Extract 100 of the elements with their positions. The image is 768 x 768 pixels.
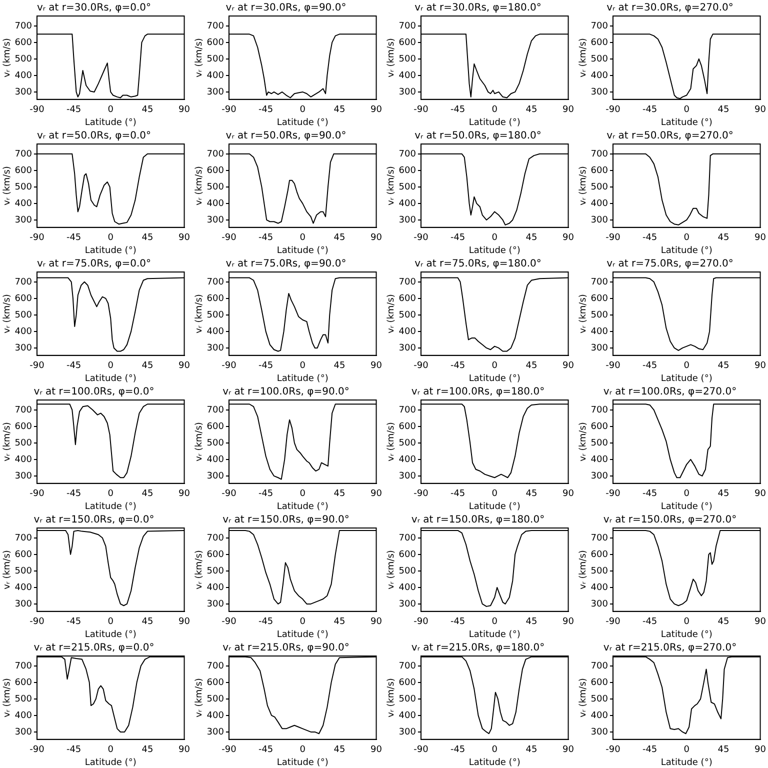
y-axis-title: vᵣ (km/s)	[2, 166, 13, 206]
y-axis-title: vᵣ (km/s)	[2, 550, 13, 590]
y-tick-label: 700	[590, 277, 608, 288]
y-tick-label: 300	[14, 599, 32, 610]
y-tick-label: 600	[206, 422, 224, 432]
y-tick-label: 300	[590, 471, 608, 482]
x-tick-label: 45	[142, 233, 154, 244]
chart-title: vᵣ at r=30.0Rs, φ=90.0°	[226, 2, 346, 14]
y-tick-label: 700	[398, 21, 416, 32]
y-tick-label: 400	[590, 198, 608, 209]
chart-title: vᵣ at r=100.0Rs, φ=270.0°	[603, 386, 737, 398]
y-axis-title: vᵣ (km/s)	[386, 678, 397, 718]
x-tick-label: -90	[222, 361, 237, 372]
y-tick-label: 300	[206, 727, 224, 738]
x-tick-label: -90	[30, 233, 45, 244]
x-tick-label: -45	[642, 617, 658, 628]
x-tick-label: -45	[66, 233, 82, 244]
y-tick-label: 400	[14, 326, 32, 337]
x-tick-label: -45	[258, 489, 274, 500]
y-tick-label: 600	[14, 550, 32, 560]
x-axis-title: Latitude (°)	[276, 374, 328, 384]
x-tick-label: -90	[606, 361, 621, 372]
y-tick-label: 300	[206, 215, 224, 226]
x-tick-label: -45	[450, 745, 466, 756]
x-axis-title: Latitude (°)	[660, 502, 712, 512]
y-tick-label: 400	[590, 70, 608, 81]
y-axis-title: vᵣ (km/s)	[578, 550, 589, 590]
x-tick-label: 0	[684, 617, 690, 628]
chart-title: vᵣ at r=50.0Rs, φ=90.0°	[226, 130, 346, 142]
x-tick-label: -90	[222, 745, 237, 756]
x-tick-label: -45	[642, 105, 658, 116]
x-tick-label: -45	[258, 233, 274, 244]
y-tick-label: 600	[14, 678, 32, 688]
y-tick-label: 300	[206, 87, 224, 98]
x-axis-title: Latitude (°)	[84, 374, 136, 384]
x-axis-title: Latitude (°)	[660, 246, 712, 256]
x-tick-label: -45	[450, 105, 466, 116]
y-tick-label: 300	[398, 87, 416, 98]
y-axis-title: vᵣ (km/s)	[386, 294, 397, 334]
y-axis-title: vᵣ (km/s)	[386, 38, 397, 78]
x-axis-title: Latitude (°)	[660, 118, 712, 128]
y-tick-label: 400	[14, 70, 32, 81]
x-axis-title: Latitude (°)	[468, 502, 520, 512]
y-tick-label: 400	[206, 710, 224, 721]
y-tick-label: 300	[398, 215, 416, 226]
chart-title: vᵣ at r=50.0Rs, φ=180.0°	[414, 130, 542, 142]
chart-title: vᵣ at r=75.0Rs, φ=0.0°	[36, 258, 152, 270]
y-tick-label: 500	[398, 694, 416, 704]
y-tick-label: 500	[590, 694, 608, 704]
y-tick-label: 700	[590, 661, 608, 672]
x-tick-label: 45	[142, 489, 154, 500]
x-tick-label: 45	[334, 361, 346, 372]
y-tick-label: 300	[14, 471, 32, 482]
y-tick-label: 300	[206, 471, 224, 482]
y-tick-label: 700	[14, 405, 32, 416]
y-tick-label: 700	[398, 277, 416, 288]
x-tick-label: -90	[606, 617, 621, 628]
x-tick-label: 90	[754, 617, 766, 628]
y-tick-label: 400	[206, 70, 224, 81]
y-tick-label: 600	[398, 166, 416, 176]
y-tick-label: 500	[206, 438, 224, 448]
chart-title: vᵣ at r=75.0Rs, φ=270.0°	[606, 258, 734, 270]
x-tick-label: 45	[142, 361, 154, 372]
chart-title: vᵣ at r=100.0Rs, φ=90.0°	[222, 386, 350, 398]
x-axis-title: Latitude (°)	[660, 758, 712, 768]
x-tick-label: 90	[370, 361, 382, 372]
x-tick-label: -90	[606, 105, 621, 116]
y-axis-title: vᵣ (km/s)	[386, 550, 397, 590]
y-tick-label: 300	[14, 87, 32, 98]
chart-title: vᵣ at r=150.0Rs, φ=270.0°	[603, 514, 737, 526]
x-axis-title: Latitude (°)	[84, 758, 136, 768]
x-tick-label: -90	[414, 233, 429, 244]
x-tick-label: 45	[526, 745, 538, 756]
x-tick-label: -45	[258, 617, 274, 628]
chart-title: vᵣ at r=50.0Rs, φ=270.0°	[606, 130, 734, 142]
x-tick-label: -90	[30, 617, 45, 628]
y-tick-label: 300	[590, 599, 608, 610]
y-tick-label: 600	[590, 678, 608, 688]
y-tick-label: 400	[14, 582, 32, 593]
y-tick-label: 300	[14, 215, 32, 226]
x-tick-label: 90	[178, 745, 190, 756]
y-axis-title: vᵣ (km/s)	[578, 166, 589, 206]
x-tick-label: 0	[108, 105, 114, 116]
y-tick-label: 700	[398, 533, 416, 544]
x-tick-label: 90	[178, 361, 190, 372]
x-tick-label: 45	[526, 489, 538, 500]
y-tick-label: 700	[206, 405, 224, 416]
y-tick-label: 400	[398, 454, 416, 465]
y-tick-label: 700	[14, 533, 32, 544]
y-tick-label: 600	[206, 678, 224, 688]
x-tick-label: -90	[222, 105, 237, 116]
x-tick-label: -90	[30, 361, 45, 372]
y-tick-label: 600	[14, 38, 32, 48]
y-axis-title: vᵣ (km/s)	[578, 294, 589, 334]
x-axis-title: Latitude (°)	[276, 246, 328, 256]
x-tick-label: -90	[222, 233, 237, 244]
y-tick-label: 300	[398, 471, 416, 482]
y-tick-label: 600	[14, 294, 32, 304]
x-tick-label: -90	[222, 489, 237, 500]
y-tick-label: 400	[206, 326, 224, 337]
